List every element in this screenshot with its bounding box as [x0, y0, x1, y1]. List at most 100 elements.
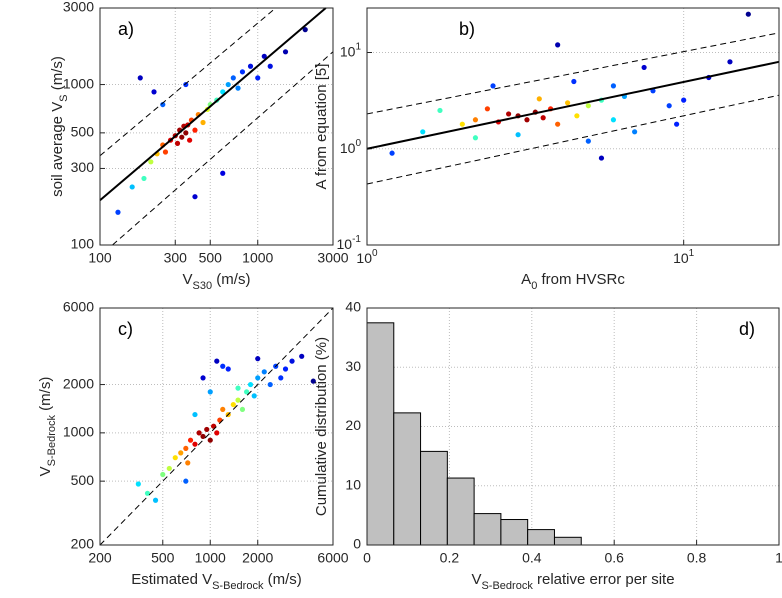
label-part: S-Bedrock — [212, 580, 264, 592]
x-tick-label: 500 — [151, 550, 175, 566]
point — [681, 97, 687, 103]
point — [261, 369, 267, 375]
y-tick-label: 2000 — [63, 375, 94, 391]
y-tick-label: 100 — [340, 138, 362, 156]
x-tick-label: 101 — [673, 248, 695, 266]
label-part: S — [58, 94, 70, 101]
x-tick-label: 1 — [775, 550, 782, 566]
point — [239, 69, 246, 75]
point — [178, 450, 184, 456]
point — [207, 437, 213, 443]
point — [230, 75, 236, 81]
x-tick-label: 0.8 — [687, 550, 707, 566]
bar — [393, 412, 422, 546]
bar — [527, 529, 555, 546]
point — [235, 397, 241, 403]
y-tick-label: 1000 — [63, 424, 94, 440]
point — [192, 194, 198, 200]
point — [220, 406, 226, 413]
point — [310, 378, 316, 384]
label-part: from HVSRc — [537, 271, 625, 288]
point — [255, 75, 261, 81]
point — [282, 49, 289, 55]
y-tick-label: 100 — [71, 236, 95, 252]
x-tick-label: 0.4 — [522, 550, 542, 566]
x-axis-label: A0 from HVSRc — [521, 271, 625, 292]
point — [152, 497, 159, 503]
point — [632, 129, 638, 135]
point — [267, 63, 273, 69]
point — [247, 63, 254, 69]
x-axis-label: VS-Bedrock relative error per site — [471, 571, 674, 592]
point — [420, 129, 426, 135]
label-part: (m/s) — [37, 377, 54, 415]
point — [244, 389, 250, 395]
panel-label: c) — [118, 319, 133, 339]
plot-area — [367, 8, 779, 245]
point — [282, 366, 289, 372]
point — [299, 353, 305, 359]
point — [389, 150, 395, 156]
point — [160, 101, 166, 108]
fit-line — [99, 7, 327, 202]
point — [200, 375, 206, 381]
point — [214, 430, 220, 436]
x-tick-label: 1000 — [242, 250, 273, 266]
point — [574, 113, 580, 119]
point — [745, 11, 751, 17]
point — [727, 59, 733, 65]
y-tick-label: 500 — [71, 472, 95, 488]
point — [585, 138, 591, 144]
point — [524, 117, 530, 123]
point — [192, 411, 198, 418]
bar — [420, 450, 448, 546]
point — [267, 381, 273, 388]
point — [160, 471, 166, 478]
axes-box — [99, 7, 334, 246]
point — [666, 103, 672, 109]
point — [437, 107, 443, 114]
x-tick-label: 100 — [88, 250, 112, 266]
point — [484, 106, 491, 112]
x-axis-label: Estimated VS-Bedrock (m/s) — [131, 571, 302, 592]
point — [565, 100, 571, 106]
point — [179, 134, 185, 140]
point — [129, 184, 135, 190]
point — [230, 401, 236, 408]
point — [515, 132, 521, 138]
x-tick-label: 3000 — [317, 250, 348, 266]
point — [610, 83, 617, 89]
tick-base: 10 — [340, 139, 356, 155]
plot-area — [100, 8, 333, 245]
y-tick-label: 500 — [71, 124, 95, 140]
panel-label: b) — [459, 19, 475, 39]
point — [166, 465, 172, 472]
label-part: V — [183, 271, 193, 288]
tick-exp: -1 — [352, 234, 361, 245]
bar — [500, 519, 529, 546]
tick-base: 10 — [337, 236, 353, 252]
y-tick-label: 30 — [345, 358, 361, 374]
point — [220, 89, 226, 95]
label-part: soil average V — [49, 102, 66, 197]
y-tick-label: 200 — [71, 536, 95, 552]
label-part: S-Bedrock — [46, 414, 58, 466]
x-tick-label: 100 — [356, 248, 378, 266]
label-part: (m/s) — [263, 571, 301, 588]
label-part: Cumulative distribution (%) — [313, 337, 330, 516]
panel-label: d) — [739, 319, 755, 339]
bar — [473, 513, 502, 546]
point — [225, 81, 231, 88]
y-tick-label: 101 — [340, 42, 362, 60]
x-axis-label: VS30 (m/s) — [183, 271, 251, 292]
point — [302, 27, 308, 33]
point — [200, 433, 206, 440]
bar — [446, 477, 475, 546]
tick-exp: 0 — [355, 138, 361, 149]
label-part: 0 — [531, 280, 537, 292]
point — [555, 42, 561, 48]
fit-line — [112, 51, 334, 246]
point — [174, 140, 181, 146]
point — [251, 393, 257, 399]
